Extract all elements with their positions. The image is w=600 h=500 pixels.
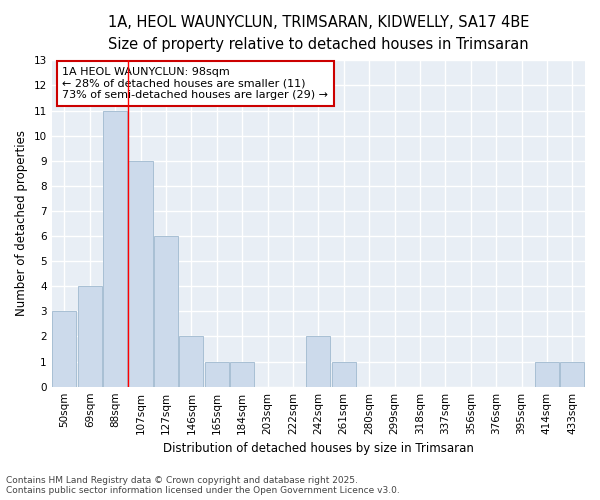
Bar [77, 286, 102, 386]
Bar [179, 336, 203, 386]
Text: 1A HEOL WAUNYCLUN: 98sqm
← 28% of detached houses are smaller (11)
73% of semi-d: 1A HEOL WAUNYCLUN: 98sqm ← 28% of detach… [62, 67, 328, 100]
Bar [535, 362, 559, 386]
Bar [332, 362, 356, 386]
Bar [52, 312, 76, 386]
Bar [306, 336, 331, 386]
Y-axis label: Number of detached properties: Number of detached properties [15, 130, 28, 316]
Title: 1A, HEOL WAUNYCLUN, TRIMSARAN, KIDWELLY, SA17 4BE
Size of property relative to d: 1A, HEOL WAUNYCLUN, TRIMSARAN, KIDWELLY,… [107, 15, 529, 52]
Bar [128, 160, 152, 386]
Text: Contains HM Land Registry data © Crown copyright and database right 2025.
Contai: Contains HM Land Registry data © Crown c… [6, 476, 400, 495]
Bar [205, 362, 229, 386]
X-axis label: Distribution of detached houses by size in Trimsaran: Distribution of detached houses by size … [163, 442, 474, 455]
Bar [103, 110, 127, 386]
Bar [230, 362, 254, 386]
Bar [560, 362, 584, 386]
Bar [154, 236, 178, 386]
